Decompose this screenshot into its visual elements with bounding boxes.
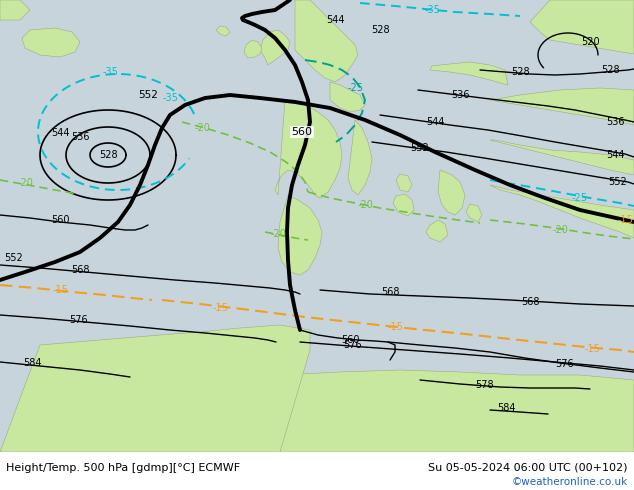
Text: -25: -25: [348, 83, 364, 93]
Text: 528: 528: [511, 67, 529, 77]
Text: 584: 584: [497, 403, 515, 413]
Text: 552: 552: [4, 253, 23, 263]
Text: -25: -25: [572, 193, 588, 203]
Text: 576: 576: [68, 315, 87, 325]
Text: 552: 552: [138, 90, 158, 100]
Text: 560: 560: [292, 127, 313, 137]
Text: 560: 560: [51, 215, 69, 225]
Text: -35: -35: [424, 5, 440, 15]
Text: 528: 528: [99, 150, 117, 160]
Polygon shape: [348, 120, 372, 195]
Text: 544: 544: [51, 128, 69, 138]
Polygon shape: [490, 140, 634, 175]
Polygon shape: [216, 26, 230, 36]
Polygon shape: [426, 220, 448, 242]
Polygon shape: [530, 0, 634, 54]
Text: -20: -20: [357, 200, 373, 210]
Polygon shape: [295, 0, 358, 82]
Text: Su 05-05-2024 06:00 UTC (00+102): Su 05-05-2024 06:00 UTC (00+102): [429, 463, 628, 473]
Text: ©weatheronline.co.uk: ©weatheronline.co.uk: [512, 477, 628, 487]
Polygon shape: [490, 88, 634, 125]
Text: 528: 528: [371, 25, 389, 35]
Polygon shape: [244, 40, 262, 58]
Text: 544: 544: [426, 117, 444, 127]
Text: 536: 536: [71, 132, 89, 142]
Text: 578: 578: [475, 380, 493, 390]
Text: 568: 568: [521, 297, 540, 307]
Polygon shape: [396, 174, 412, 192]
Text: -15: -15: [52, 285, 68, 295]
Text: -15: -15: [617, 215, 633, 225]
Bar: [0, 452, 634, 490]
Text: -35: -35: [102, 67, 118, 77]
Text: 544: 544: [605, 150, 624, 160]
Text: 552: 552: [411, 143, 429, 153]
Text: 544: 544: [326, 15, 344, 25]
Polygon shape: [275, 100, 342, 198]
Text: 520: 520: [581, 37, 599, 47]
Polygon shape: [466, 204, 482, 222]
Text: -20: -20: [194, 123, 210, 133]
Polygon shape: [0, 325, 310, 452]
Polygon shape: [0, 370, 634, 452]
Text: 576: 576: [343, 340, 361, 350]
Polygon shape: [278, 195, 322, 275]
Text: 576: 576: [555, 359, 574, 369]
Text: 568: 568: [71, 265, 89, 275]
Polygon shape: [330, 82, 365, 112]
Polygon shape: [490, 185, 634, 238]
Text: 584: 584: [23, 358, 41, 368]
Polygon shape: [0, 0, 30, 20]
Text: 528: 528: [600, 65, 619, 75]
Text: 552: 552: [609, 177, 628, 187]
Text: Height/Temp. 500 hPa [gdmp][°C] ECMWF: Height/Temp. 500 hPa [gdmp][°C] ECMWF: [6, 463, 240, 473]
Polygon shape: [260, 30, 290, 65]
Text: -20: -20: [270, 229, 286, 239]
Text: -15: -15: [584, 344, 600, 354]
Text: -15: -15: [212, 303, 228, 313]
Text: 536: 536: [605, 117, 624, 127]
Polygon shape: [22, 28, 80, 57]
Text: -15: -15: [387, 322, 403, 332]
Polygon shape: [393, 194, 414, 216]
Polygon shape: [438, 170, 465, 215]
Text: 536: 536: [451, 90, 469, 100]
Polygon shape: [430, 62, 508, 85]
Text: 568: 568: [381, 287, 399, 297]
Text: 560: 560: [340, 335, 359, 345]
Text: -20: -20: [552, 225, 568, 235]
Text: -35: -35: [162, 93, 178, 103]
Text: -20: -20: [17, 178, 33, 188]
